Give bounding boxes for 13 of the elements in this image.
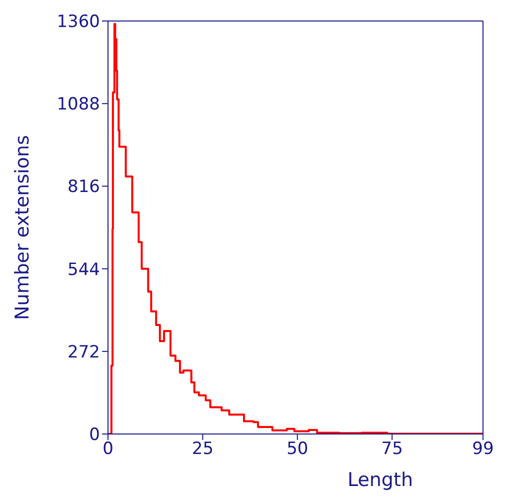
y-tick-label: 0 (89, 425, 100, 446)
x-tick-label: 99 (472, 439, 494, 460)
x-tick-label: 0 (102, 439, 114, 460)
x-tick-label: 75 (381, 439, 403, 460)
y-tick-label: 544 (68, 260, 100, 280)
y-axis-title: Number extensions (12, 135, 34, 320)
y-tick-label: 1088 (56, 94, 100, 115)
y-tick-label: 1360 (56, 12, 100, 32)
y-tick-label: 272 (68, 342, 100, 362)
x-axis-title: Length (347, 469, 413, 491)
x-tick-label: 25 (192, 439, 214, 460)
x-tick-label: 50 (286, 439, 308, 460)
y-tick-label: 816 (68, 177, 100, 198)
